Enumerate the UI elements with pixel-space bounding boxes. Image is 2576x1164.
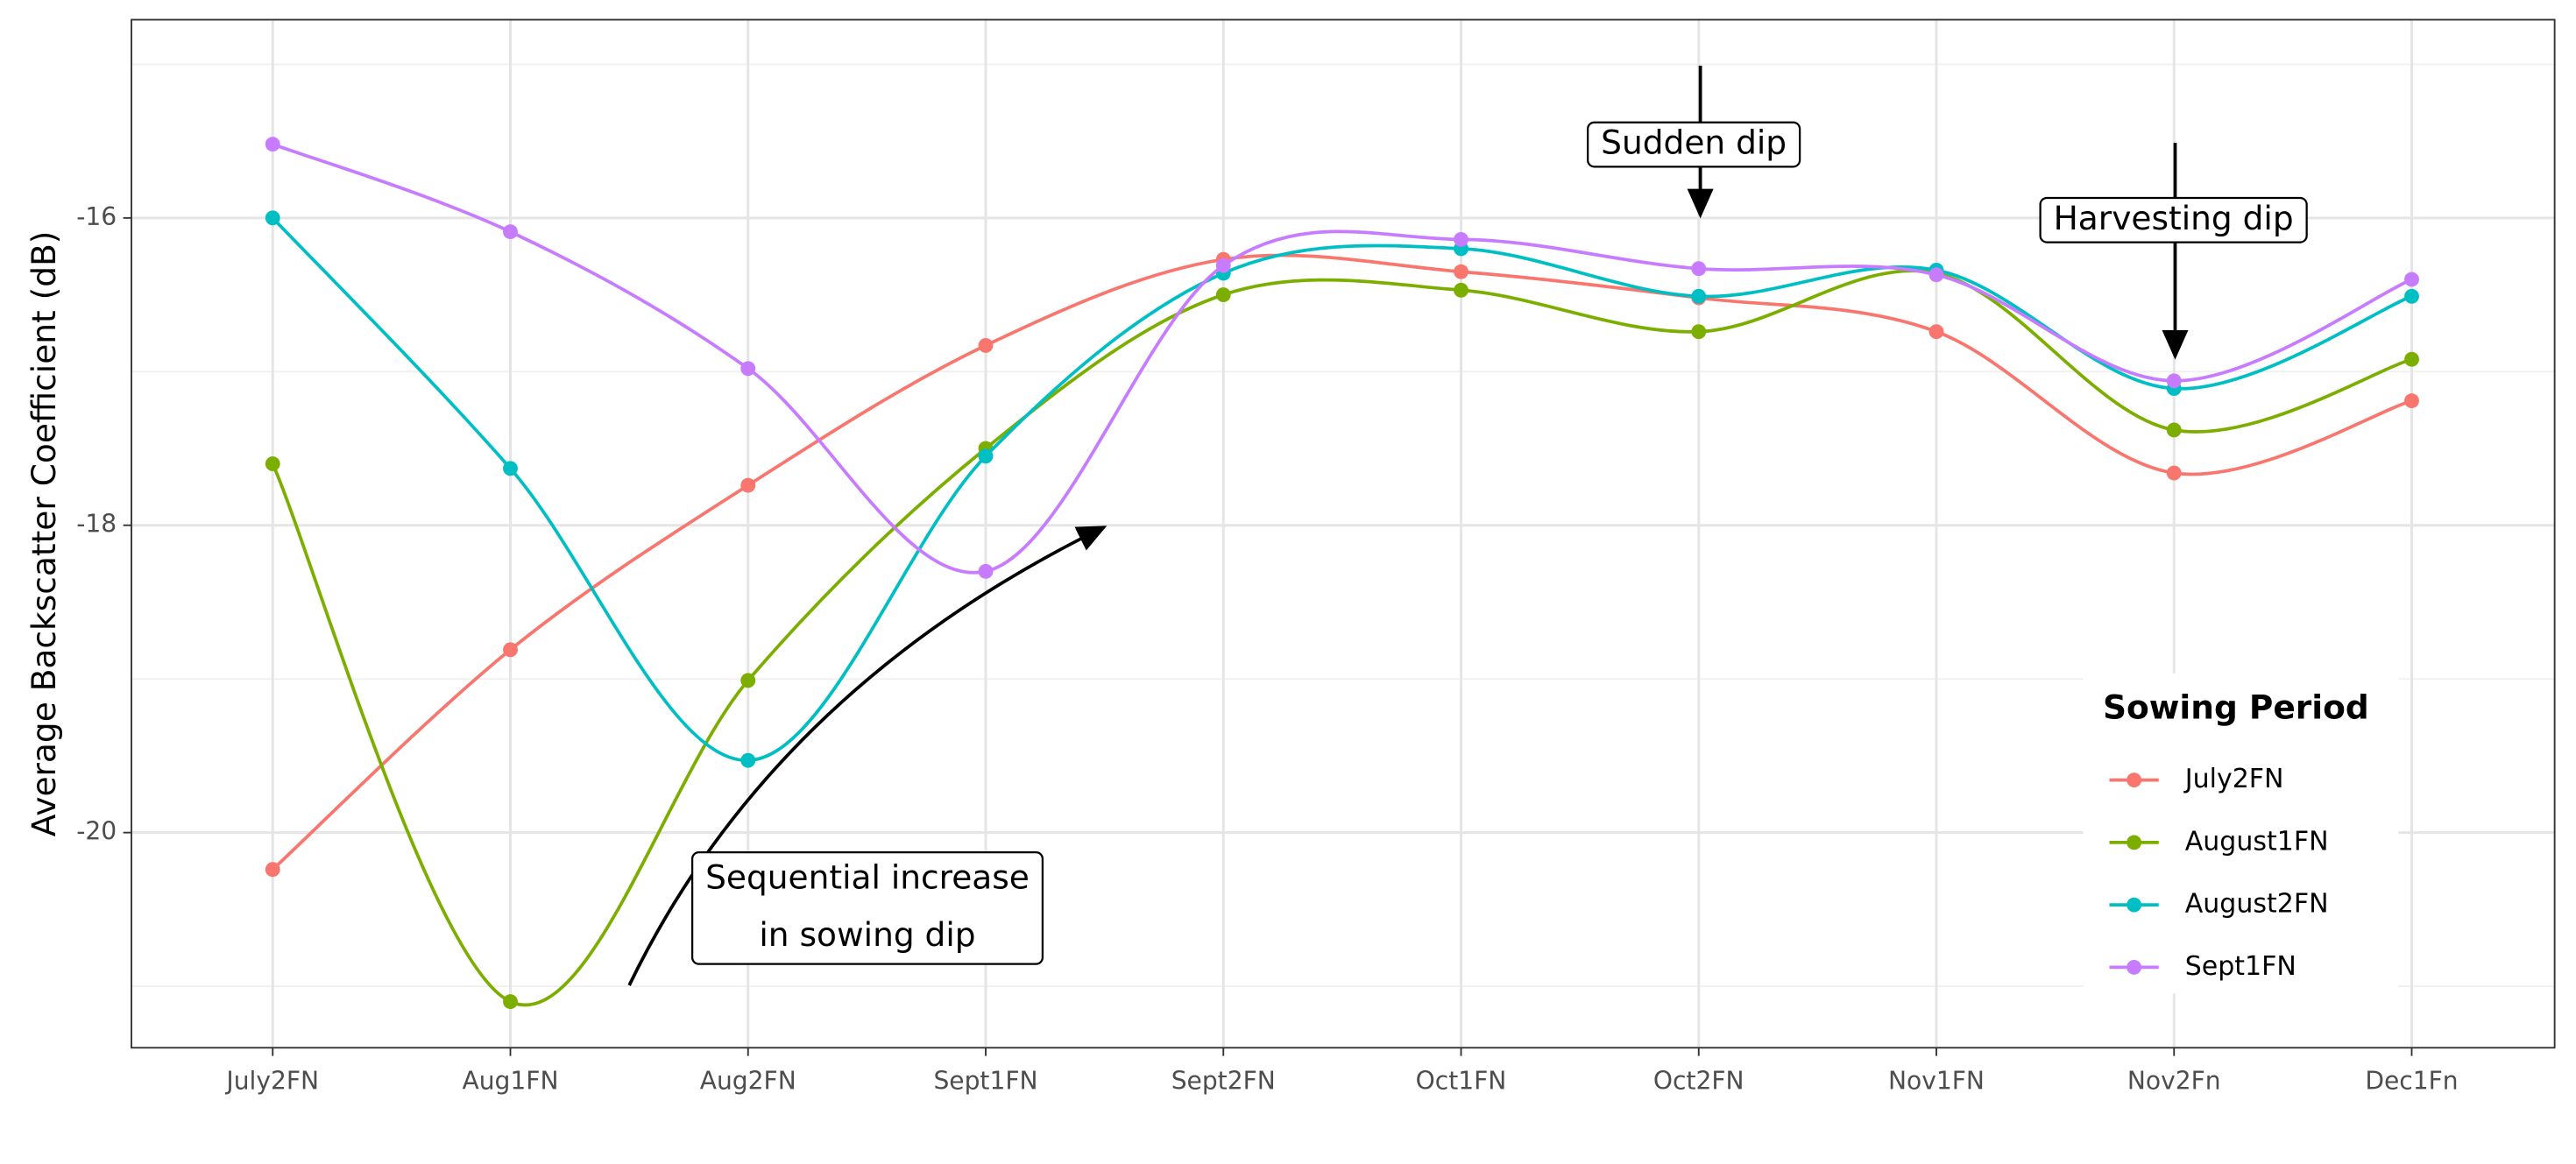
legend-dot [2127,772,2142,788]
point [2166,465,2182,481]
panel-border [131,18,2556,1049]
point [503,461,518,476]
legend-box [2083,673,2399,994]
point [1454,231,1468,247]
point [1454,264,1468,279]
annotation: Harvesting dip [2039,196,2308,243]
annotation-box [690,851,1044,965]
point [265,862,280,878]
annotation: Sequential increase in sowing dip [690,851,1044,965]
y-tick-label: -16 [76,202,117,231]
point [2404,272,2419,287]
point [2404,288,2419,304]
legend-dot [2127,959,2142,975]
legend-label: August2FN [2185,889,2329,920]
x-tick-label: Nov1FN [1888,1067,1985,1096]
point [2166,373,2182,389]
annotation-text: Harvesting dip [2054,199,2294,237]
x-tick-label: Sept2FN [1171,1067,1276,1096]
annotation-arrow [627,526,1108,986]
series-line [271,216,2413,763]
x-tick-label: Dec1Fn [2365,1067,2458,1096]
y-tick-label: -18 [76,510,117,539]
point [1215,257,1231,273]
point [265,137,280,152]
point [2166,422,2182,438]
series-line [271,253,2413,871]
point [1454,282,1468,298]
annotation-box [2039,196,2308,243]
legend-title: Sowing Period [2103,688,2369,727]
point [978,338,994,353]
point [1928,324,1944,340]
x-tick-label: Nov2Fn [2127,1067,2221,1096]
annotation: Sudden dip [1587,121,1801,168]
point [265,210,280,226]
point [978,448,994,464]
legend-label: July2FN [2183,764,2284,794]
point [1691,261,1707,277]
point [978,563,994,579]
x-tick-label: Sept1FN [933,1067,1037,1096]
annotation-text: in sowing dip [759,915,975,954]
y-axis-label: Average Backscatter Coefficient (dB) [25,231,63,837]
legend-label: Sept1FN [2185,951,2296,982]
point [2404,351,2419,367]
x-tick-label: Aug1FN [463,1067,559,1096]
point [740,673,756,688]
x-tick-label: July2FN [224,1067,319,1096]
point [503,642,518,658]
series-line [272,142,2413,575]
point [503,994,518,1010]
annotation-text: Sequential increase [705,858,1030,897]
point [265,456,280,471]
point [1691,288,1707,304]
point [1928,267,1944,283]
point [1691,324,1707,340]
point [1215,287,1231,302]
legend-dot [2127,897,2142,913]
legend-label: August1FN [2185,826,2329,857]
legend-dot [2127,835,2142,850]
point [740,361,756,377]
point [740,752,756,768]
x-tick-label: Oct2FN [1653,1067,1744,1096]
point [2404,393,2419,409]
y-tick-label: -20 [76,817,117,846]
point [740,477,756,493]
annotation-text: Sudden dip [1601,123,1787,162]
point [503,224,518,240]
x-tick-label: Aug2FN [700,1067,796,1096]
annotation-box [1587,121,1801,168]
x-tick-label: Oct1FN [1416,1067,1507,1096]
